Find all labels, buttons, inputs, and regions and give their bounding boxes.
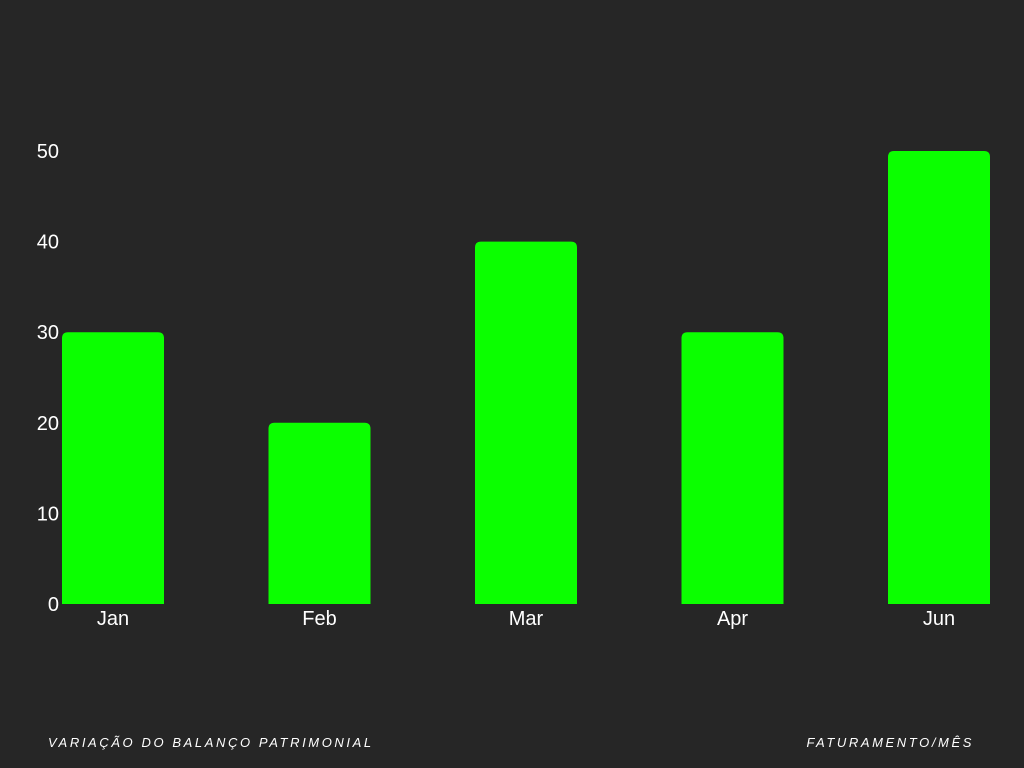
bar-apr: [681, 332, 784, 604]
y-tick-label: 30: [37, 322, 59, 344]
y-tick-label: 0: [48, 594, 59, 616]
x-tick-label-jun: Jun: [923, 608, 955, 630]
bar-feb: [268, 422, 371, 604]
bar-jan: [62, 332, 164, 604]
bar-chart: 0 10 20 30 40 50 Jan Feb Mar Apr Jun: [37, 141, 990, 630]
x-tick-label-mar: Mar: [509, 608, 544, 630]
y-tick-label: 40: [37, 232, 59, 254]
x-tick-label-apr: Apr: [717, 608, 748, 630]
y-axis-ticks: 0 10 20 30 40 50: [37, 141, 59, 616]
x-axis-ticks: Jan Feb Mar Apr Jun: [97, 608, 955, 630]
footer-left-caption: VARIAÇÃO DO BALANÇO PATRIMONIAL: [48, 735, 374, 750]
footer-right-caption: FATURAMENTO/MÊS: [806, 735, 974, 750]
bar-mar: [475, 241, 577, 604]
x-tick-label-jan: Jan: [97, 608, 129, 630]
bars: [62, 151, 990, 604]
y-tick-label: 10: [37, 503, 59, 525]
y-tick-label: 50: [37, 141, 59, 163]
bar-jun: [888, 151, 990, 604]
y-tick-label: 20: [37, 413, 59, 435]
x-tick-label-feb: Feb: [302, 608, 336, 630]
